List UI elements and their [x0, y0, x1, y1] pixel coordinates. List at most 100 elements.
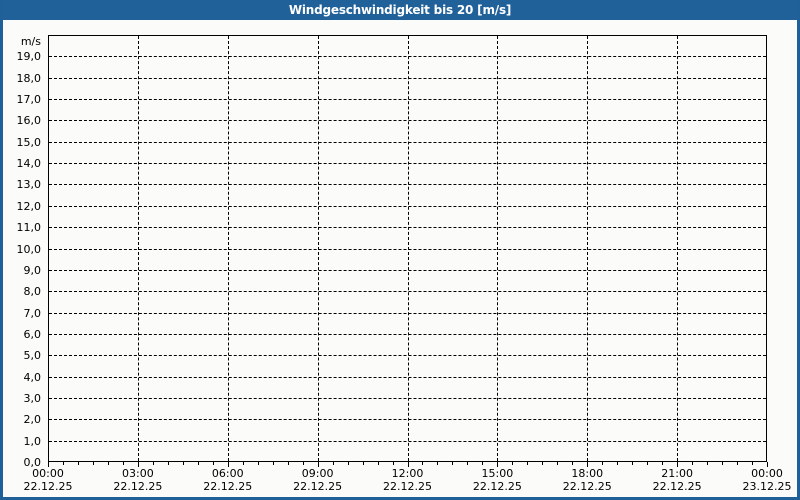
x-axis-tick-time: 12:00	[391, 467, 424, 480]
x-axis-labels: 00:00 22.12.25 03:00 22.12.25 06:00 22.12.25 0…	[24, 467, 792, 497]
x-axis-minor-tick	[542, 462, 544, 465]
x-axis-minor-tick	[557, 462, 559, 465]
y-axis-tick-label: 18,0	[16, 71, 42, 85]
y-axis-tick-label: 16,0	[16, 114, 42, 128]
y-axis-unit-label: m/s	[20, 35, 41, 48]
gridline-vertical	[227, 36, 229, 461]
x-axis-tick-label: 00:00 23.12.25	[743, 467, 792, 493]
chart-title-bar: Windgeschwindigkeit bis 20 [m/s]	[3, 0, 797, 20]
x-axis-minor-tick	[452, 462, 454, 465]
y-axis-tick-label: 10,0	[16, 242, 42, 256]
x-axis-minor-tick	[572, 462, 574, 465]
y-axis-tick-label: 5,0	[23, 349, 42, 363]
gridline-vertical	[677, 36, 679, 461]
x-axis-minor-tick	[377, 462, 379, 465]
x-axis-minor-tick	[257, 462, 259, 465]
x-axis-tick-label: 06:00 22.12.25	[203, 467, 252, 493]
y-axis-tick-label: 6,0	[23, 327, 42, 341]
x-axis-minor-tick	[482, 462, 484, 465]
x-axis-minor-tick	[152, 462, 154, 465]
x-axis-tick-label: 12:00 22.12.25	[383, 467, 432, 493]
y-axis-tick-label: 19,0	[16, 50, 42, 64]
x-axis-minor-tick	[602, 462, 604, 465]
x-axis-tick-label: 09:00 22.12.25	[293, 467, 342, 493]
x-axis-tick-date: 22.12.25	[293, 480, 343, 493]
x-axis-tick-time: 21:00	[661, 467, 693, 480]
x-axis-tick-label: 18:00 22.12.25	[563, 467, 612, 493]
x-axis-major-tick	[227, 462, 229, 467]
x-axis-tick-time: 03:00	[122, 467, 154, 480]
x-axis-tick-date: 22.12.25	[562, 480, 612, 493]
x-axis-major-tick	[767, 462, 768, 467]
x-axis-ticks	[48, 462, 768, 467]
gridline-vertical	[137, 36, 139, 461]
x-axis-minor-tick	[437, 462, 439, 465]
x-axis-tick-date: 22.12.25	[472, 480, 522, 493]
x-axis-minor-tick	[392, 462, 394, 465]
x-axis-tick-label: 03:00 22.12.25	[113, 467, 162, 493]
x-axis-tick-date: 22.12.25	[203, 480, 253, 493]
x-axis-tick-time: 06:00	[211, 467, 244, 480]
x-axis-tick-time: 18:00	[571, 467, 604, 480]
x-axis-tick-date: 22.12.25	[23, 480, 73, 493]
x-axis-minor-tick	[617, 462, 619, 465]
x-axis-major-tick	[407, 462, 409, 467]
x-axis-minor-tick	[212, 462, 214, 465]
x-axis-minor-tick	[287, 462, 289, 465]
y-axis-tick-label: 13,0	[16, 178, 42, 192]
x-axis-minor-tick	[752, 462, 754, 465]
x-axis-major-tick	[677, 462, 679, 467]
y-axis-tick-label: 17,0	[16, 93, 42, 107]
x-axis-tick-date: 22.12.25	[383, 480, 432, 493]
x-axis-tick-time: 00:00	[751, 467, 783, 480]
gridline-vertical	[497, 36, 499, 461]
x-axis-minor-tick	[512, 462, 514, 465]
x-axis-tick-label: 15:00 22.12.25	[473, 467, 522, 493]
x-axis-minor-tick	[662, 462, 664, 465]
gridline-vertical	[317, 36, 319, 461]
page-title: Windgeschwindigkeit bis 20 [m/s]	[288, 3, 512, 17]
x-axis-minor-tick	[422, 462, 424, 465]
x-axis-minor-tick	[272, 462, 274, 465]
x-axis-tick-label: 00:00 22.12.25	[24, 467, 73, 493]
x-axis-minor-tick	[107, 462, 109, 465]
x-axis-major-tick	[497, 462, 499, 467]
x-axis-tick-time: 15:00	[481, 467, 514, 480]
y-axis-tick-label: 12,0	[16, 199, 42, 213]
x-axis-minor-tick	[647, 462, 649, 465]
x-axis-tick-date: 23.12.25	[742, 480, 792, 493]
gridline-vertical	[407, 36, 409, 461]
y-axis-tick-label: 0,0	[23, 456, 42, 469]
x-axis-minor-tick	[692, 462, 694, 465]
y-axis-tick-label: 4,0	[23, 370, 42, 384]
x-axis-minor-tick	[62, 462, 64, 465]
x-axis-major-tick	[48, 462, 49, 467]
gridline-vertical	[587, 36, 589, 461]
x-axis-minor-tick	[737, 462, 739, 465]
y-axis-tick-label: 9,0	[23, 263, 42, 277]
x-axis-major-tick	[587, 462, 589, 467]
x-axis-minor-tick	[332, 462, 334, 465]
x-axis-minor-tick	[92, 462, 94, 465]
x-axis-minor-tick	[707, 462, 709, 465]
x-axis-minor-tick	[242, 462, 244, 465]
x-axis-minor-tick	[167, 462, 169, 465]
y-axis-tick-label: 2,0	[23, 413, 42, 427]
y-axis-tick-label: 14,0	[16, 157, 42, 171]
x-axis-tick-date: 22.12.25	[652, 480, 702, 493]
x-axis-tick-time: 09:00	[301, 467, 334, 480]
y-axis-tick-label: 7,0	[23, 306, 42, 320]
x-axis-minor-tick	[77, 462, 79, 465]
x-axis-minor-tick	[467, 462, 469, 465]
x-axis-minor-tick	[527, 462, 529, 465]
x-axis-minor-tick	[722, 462, 724, 465]
plot-area	[48, 35, 767, 462]
x-axis-minor-tick	[362, 462, 364, 465]
x-axis-minor-tick	[347, 462, 349, 465]
x-axis-tick-date: 22.12.25	[113, 480, 163, 493]
y-axis-labels: 19,0 18,0 17,0 16,0 15,0 14,0 13,0 12,0 11,0 10,0…	[3, 35, 44, 468]
x-axis-major-tick	[137, 462, 139, 467]
y-axis-tick-label: 15,0	[16, 135, 42, 149]
x-axis-tick-label: 21:00 22.12.25	[653, 467, 702, 493]
x-axis-minor-tick	[182, 462, 184, 465]
